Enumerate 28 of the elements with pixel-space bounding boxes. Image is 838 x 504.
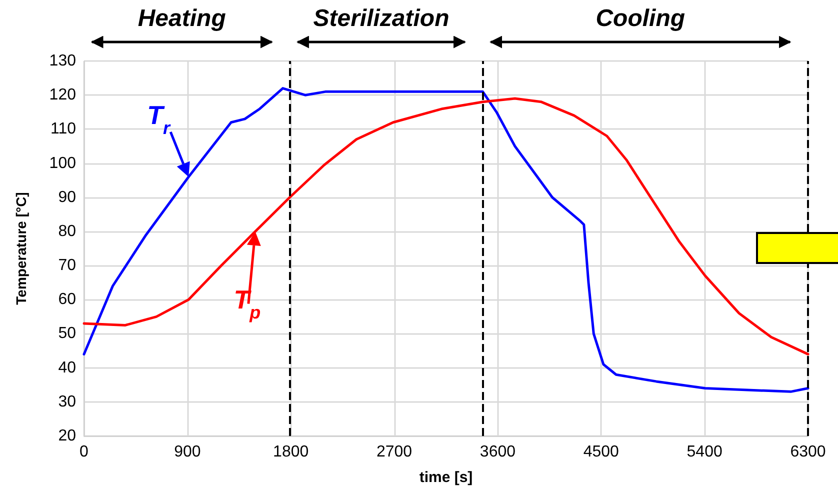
x-tick-label: 2700 <box>376 444 412 460</box>
y-tick-label: 110 <box>50 120 76 138</box>
x-axis-title: time [s] <box>419 469 473 486</box>
x-tick-label: 4500 <box>583 444 620 460</box>
x-tick-label: 1800 <box>273 444 309 460</box>
annotation: T$_{r}$ <box>147 100 172 138</box>
y-tick-label: 90 <box>58 188 76 206</box>
x-tick-label: 900 <box>174 444 201 460</box>
y-tick-label: 80 <box>58 222 76 240</box>
x-tick-label: 0 <box>80 444 89 460</box>
text: Heating <box>138 5 226 32</box>
y-tick-label: 60 <box>58 291 76 308</box>
y-axis-title: Temperature [°C] <box>13 192 29 305</box>
x-tick-label: 5400 <box>686 444 722 460</box>
text: Cooling <box>596 5 686 32</box>
y-tick-label: 100 <box>49 154 76 172</box>
y-tick-label: 130 <box>49 52 76 70</box>
y-tick-label: 20 <box>58 428 76 444</box>
y-tick-label: 70 <box>58 257 76 274</box>
text: Sterilization <box>313 5 450 32</box>
line-series <box>82 97 810 356</box>
y-tick-label: 30 <box>58 393 76 410</box>
y-tick-label: 120 <box>49 86 76 104</box>
x-tick-label: 6300 <box>790 444 826 460</box>
x-tick-label: 3600 <box>480 444 516 460</box>
line-series <box>82 87 810 393</box>
y-tick-label: 40 <box>58 359 76 376</box>
y-tick-label: 50 <box>58 325 76 342</box>
